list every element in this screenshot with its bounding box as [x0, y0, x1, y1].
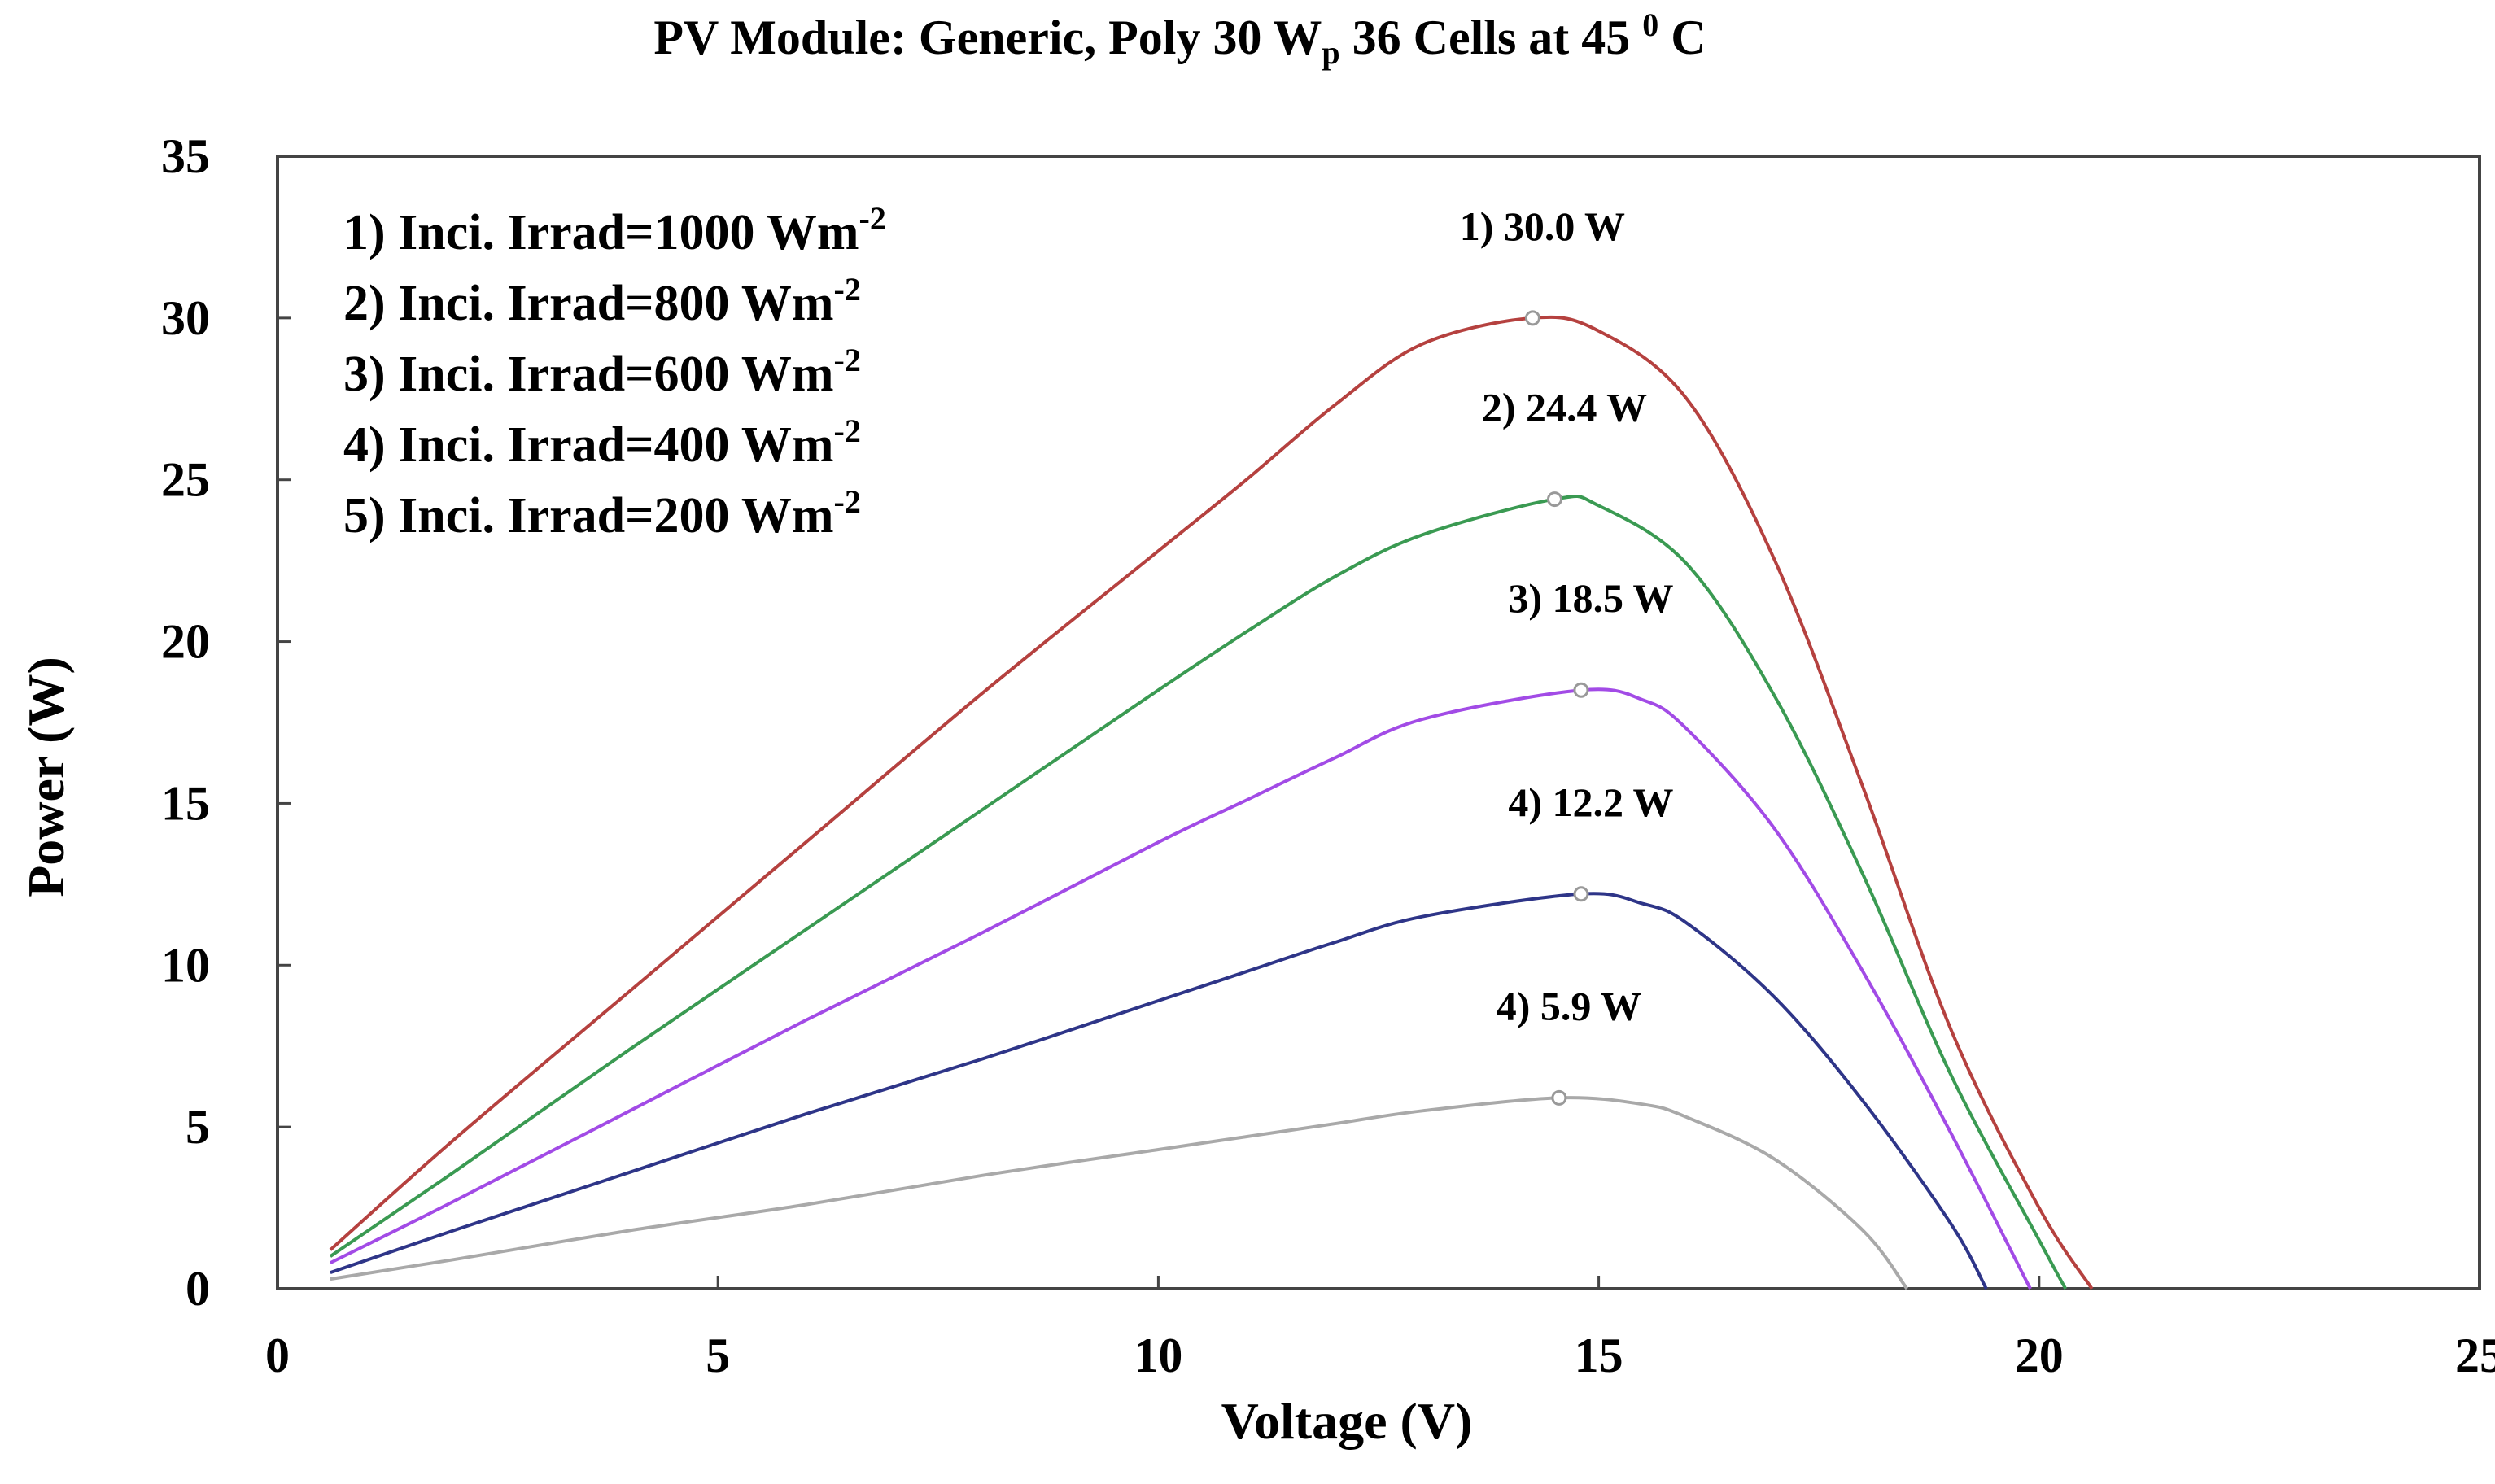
series-line-2	[329, 495, 2068, 1290]
plot-area	[276, 155, 2481, 1290]
chart-title: PV Module: Generic, Poly 30 Wp 36 Cells …	[653, 7, 1706, 71]
series-line-5	[330, 1096, 1909, 1290]
chart-title-tail: C	[1658, 11, 1706, 64]
y-tick-label: 25	[161, 453, 210, 507]
legend-entry-2: 2) Inci. Irrad=800 Wm-2	[343, 271, 861, 331]
mpp-label-5: 4) 5.9 W	[1497, 983, 1641, 1028]
legend: 1) Inci. Irrad=1000 Wm-2 2) Inci. Irrad=8…	[343, 200, 886, 543]
chart-title-main: PV Module: Generic, Poly 30 W	[653, 11, 1322, 64]
x-tick-label: 20	[2015, 1329, 2064, 1382]
y-tick-label: 10	[161, 938, 210, 992]
mpp-label-4: 4) 12.2 W	[1508, 779, 1673, 825]
x-tick-label: 0	[265, 1329, 290, 1382]
legend-entry-3: 3) Inci. Irrad=600 Wm-2	[343, 342, 861, 402]
y-axis-label: Power (W)	[17, 657, 75, 897]
series-layer	[329, 315, 2094, 1290]
y-tick-label: 0	[186, 1262, 210, 1316]
y-tick-label: 15	[161, 776, 210, 830]
x-axis-label: Voltage (V)	[1221, 1392, 1473, 1450]
legend-entry-5: 5) Inci. Irrad=200 Wm-2	[343, 483, 861, 543]
chart-title-rest: 36 Cells at 45	[1340, 11, 1643, 64]
y-tick-label: 30	[161, 291, 210, 345]
mpp-marker-1	[1524, 310, 1540, 326]
x-axis-ticks: 0 5 10 15 20 25	[265, 1276, 2495, 1382]
mpp-marker-3	[1573, 682, 1589, 698]
legend-entry-4: 4) Inci. Irrad=400 Wm-2	[343, 412, 861, 473]
x-tick-label: 5	[706, 1329, 730, 1382]
legend-entry-1: 1) Inci. Irrad=1000 Wm-2	[343, 200, 886, 260]
x-tick-label: 25	[2455, 1329, 2495, 1382]
mpp-label-1: 1) 30.0 W	[1460, 203, 1625, 249]
x-tick-label: 15	[1575, 1329, 1623, 1382]
series-line-1	[329, 315, 2094, 1290]
x-tick-label: 10	[1134, 1329, 1182, 1382]
mpp-label-3: 3) 18.5 W	[1508, 575, 1673, 621]
y-tick-label: 20	[161, 615, 210, 669]
mpp-label-2: 2) 24.4 W	[1482, 385, 1647, 430]
series-line-3	[330, 687, 2032, 1290]
chart-title-superscript: 0	[1642, 7, 1658, 43]
mpp-marker-4	[1573, 886, 1589, 902]
series-line-4	[330, 892, 1988, 1290]
y-tick-label: 35	[161, 129, 210, 183]
mpp-marker-2	[1546, 491, 1562, 508]
y-axis-ticks: 0 5 10 15 20 25 30 35	[161, 129, 291, 1316]
mpp-marker-5	[1551, 1089, 1567, 1106]
y-tick-label: 5	[186, 1100, 210, 1154]
mpp-layer: 1) 30.0 W 2) 24.4 W 3) 18.5 W 4) 12.2 W 4) 5…	[1460, 203, 1674, 1106]
chart-title-subscript: p	[1322, 34, 1339, 71]
